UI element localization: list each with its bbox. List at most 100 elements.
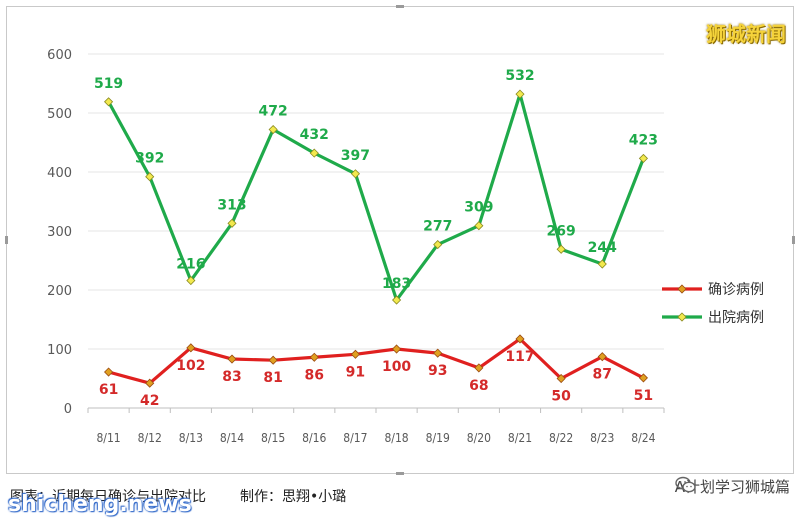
data-label: 313 xyxy=(217,197,246,213)
data-point xyxy=(392,295,402,305)
x-axis-ticks: 8/11 8/12 8/13 8/14 8/15 8/16 8/17 8/18 8/19 8/20… xyxy=(87,408,665,445)
chart-caption: 图表：近期每日确诊与出院对比 制作：思翔•小璐 xyxy=(10,486,346,506)
wechat-account: A计划学习狮城篇 xyxy=(675,476,790,497)
series-points xyxy=(104,89,648,388)
resize-handle-bottom[interactable] xyxy=(396,472,404,475)
data-label: 183 xyxy=(382,276,411,292)
x-tick-label: 8/23 xyxy=(590,431,614,445)
data-point xyxy=(597,259,607,269)
data-point xyxy=(638,373,648,383)
data-point xyxy=(515,89,525,99)
data-label: 277 xyxy=(423,219,452,235)
data-point xyxy=(350,349,360,359)
data-label: 244 xyxy=(588,240,617,256)
series-lines xyxy=(107,92,645,385)
data-label: 68 xyxy=(469,378,488,394)
legend-marker xyxy=(677,312,687,322)
data-label: 432 xyxy=(300,127,329,143)
data-label: 102 xyxy=(176,358,205,374)
data-label: 117 xyxy=(505,349,534,365)
data-label: 81 xyxy=(263,370,282,386)
y-tick-label: 400 xyxy=(47,166,72,181)
data-label: 100 xyxy=(382,359,411,375)
data-label: 42 xyxy=(140,393,159,409)
data-point xyxy=(350,169,360,179)
legend-marker xyxy=(677,284,687,294)
x-tick-label: 8/19 xyxy=(426,431,450,445)
data-label: 91 xyxy=(346,364,365,380)
x-tick-label: 8/24 xyxy=(631,431,655,445)
data-label: 50 xyxy=(551,389,571,405)
data-label: 423 xyxy=(629,132,658,148)
series-line xyxy=(108,337,645,385)
data-label: 83 xyxy=(222,369,241,385)
data-point xyxy=(268,124,278,135)
data-point xyxy=(515,334,525,344)
data-label: 472 xyxy=(259,104,288,120)
y-axis-ticks: 0 100 200 300 400 500 600 xyxy=(47,48,72,417)
x-tick-label: 8/15 xyxy=(261,431,285,445)
data-label: 61 xyxy=(99,382,118,398)
x-tick-label: 8/17 xyxy=(343,431,367,445)
legend-label: 出院病例 xyxy=(708,310,764,326)
data-label: 93 xyxy=(428,363,447,379)
x-tick-label: 8/21 xyxy=(508,431,532,445)
legend-label: 确诊病例 xyxy=(708,282,764,298)
data-point xyxy=(392,344,402,354)
caption-title: 图表：近期每日确诊与出院对比 xyxy=(10,489,206,505)
data-point xyxy=(474,363,484,373)
data-point xyxy=(433,240,443,250)
y-tick-label: 600 xyxy=(47,48,72,63)
data-point xyxy=(186,275,196,286)
y-tick-label: 0 xyxy=(64,402,72,417)
x-tick-label: 8/20 xyxy=(467,431,491,445)
data-label: 309 xyxy=(464,200,493,216)
y-tick-label: 200 xyxy=(47,284,72,299)
line-chart: 0 100 200 300 400 500 600 8/11 8/12 8/13 8/14 8/15… xyxy=(47,48,764,445)
data-label: 51 xyxy=(634,388,653,404)
data-point xyxy=(227,218,237,228)
chart-frame xyxy=(6,6,794,474)
resize-handle-left[interactable] xyxy=(5,236,8,244)
x-tick-label: 8/16 xyxy=(302,431,326,445)
data-label: 87 xyxy=(593,367,612,383)
series-line xyxy=(107,92,645,302)
data-point xyxy=(227,354,237,364)
data-point xyxy=(186,343,196,353)
data-label: 392 xyxy=(135,151,164,167)
data-label: 269 xyxy=(547,223,576,239)
data-label: 519 xyxy=(94,76,123,92)
brand-watermark-top: 狮城新闻 xyxy=(706,22,786,46)
grid-lines xyxy=(88,53,664,409)
caption-author: 制作：思翔•小璐 xyxy=(240,489,347,505)
data-point xyxy=(268,355,278,365)
wechat-account-name: A计划学习狮城篇 xyxy=(674,478,790,496)
resize-handle-right[interactable] xyxy=(792,236,795,244)
data-label: 216 xyxy=(176,257,205,273)
x-tick-label: 8/22 xyxy=(549,431,573,445)
data-point xyxy=(638,153,648,163)
data-point xyxy=(145,378,155,388)
y-tick-label: 500 xyxy=(47,107,72,122)
wechat-icon xyxy=(675,476,696,493)
data-point xyxy=(104,367,114,377)
data-point xyxy=(556,373,566,384)
data-labels: 61 42 102 83 81 86 91 100 93 68 117 50 87 51 519 392 216… xyxy=(94,68,658,409)
data-point xyxy=(474,221,484,231)
resize-handle-top[interactable] xyxy=(396,5,404,8)
data-point xyxy=(309,352,319,362)
data-label: 532 xyxy=(505,68,534,84)
data-label: 397 xyxy=(341,148,370,164)
data-point xyxy=(556,244,566,254)
data-point xyxy=(597,352,607,362)
y-tick-label: 100 xyxy=(47,343,72,358)
x-tick-label: 8/11 xyxy=(96,431,120,445)
x-tick-label: 8/14 xyxy=(220,431,244,445)
data-point xyxy=(433,348,443,358)
data-point xyxy=(145,172,155,182)
y-tick-label: 300 xyxy=(47,225,72,240)
data-label: 86 xyxy=(305,367,324,383)
x-tick-label: 8/12 xyxy=(138,431,162,445)
brand-watermark-bottom: shicheng.news xyxy=(8,492,192,517)
